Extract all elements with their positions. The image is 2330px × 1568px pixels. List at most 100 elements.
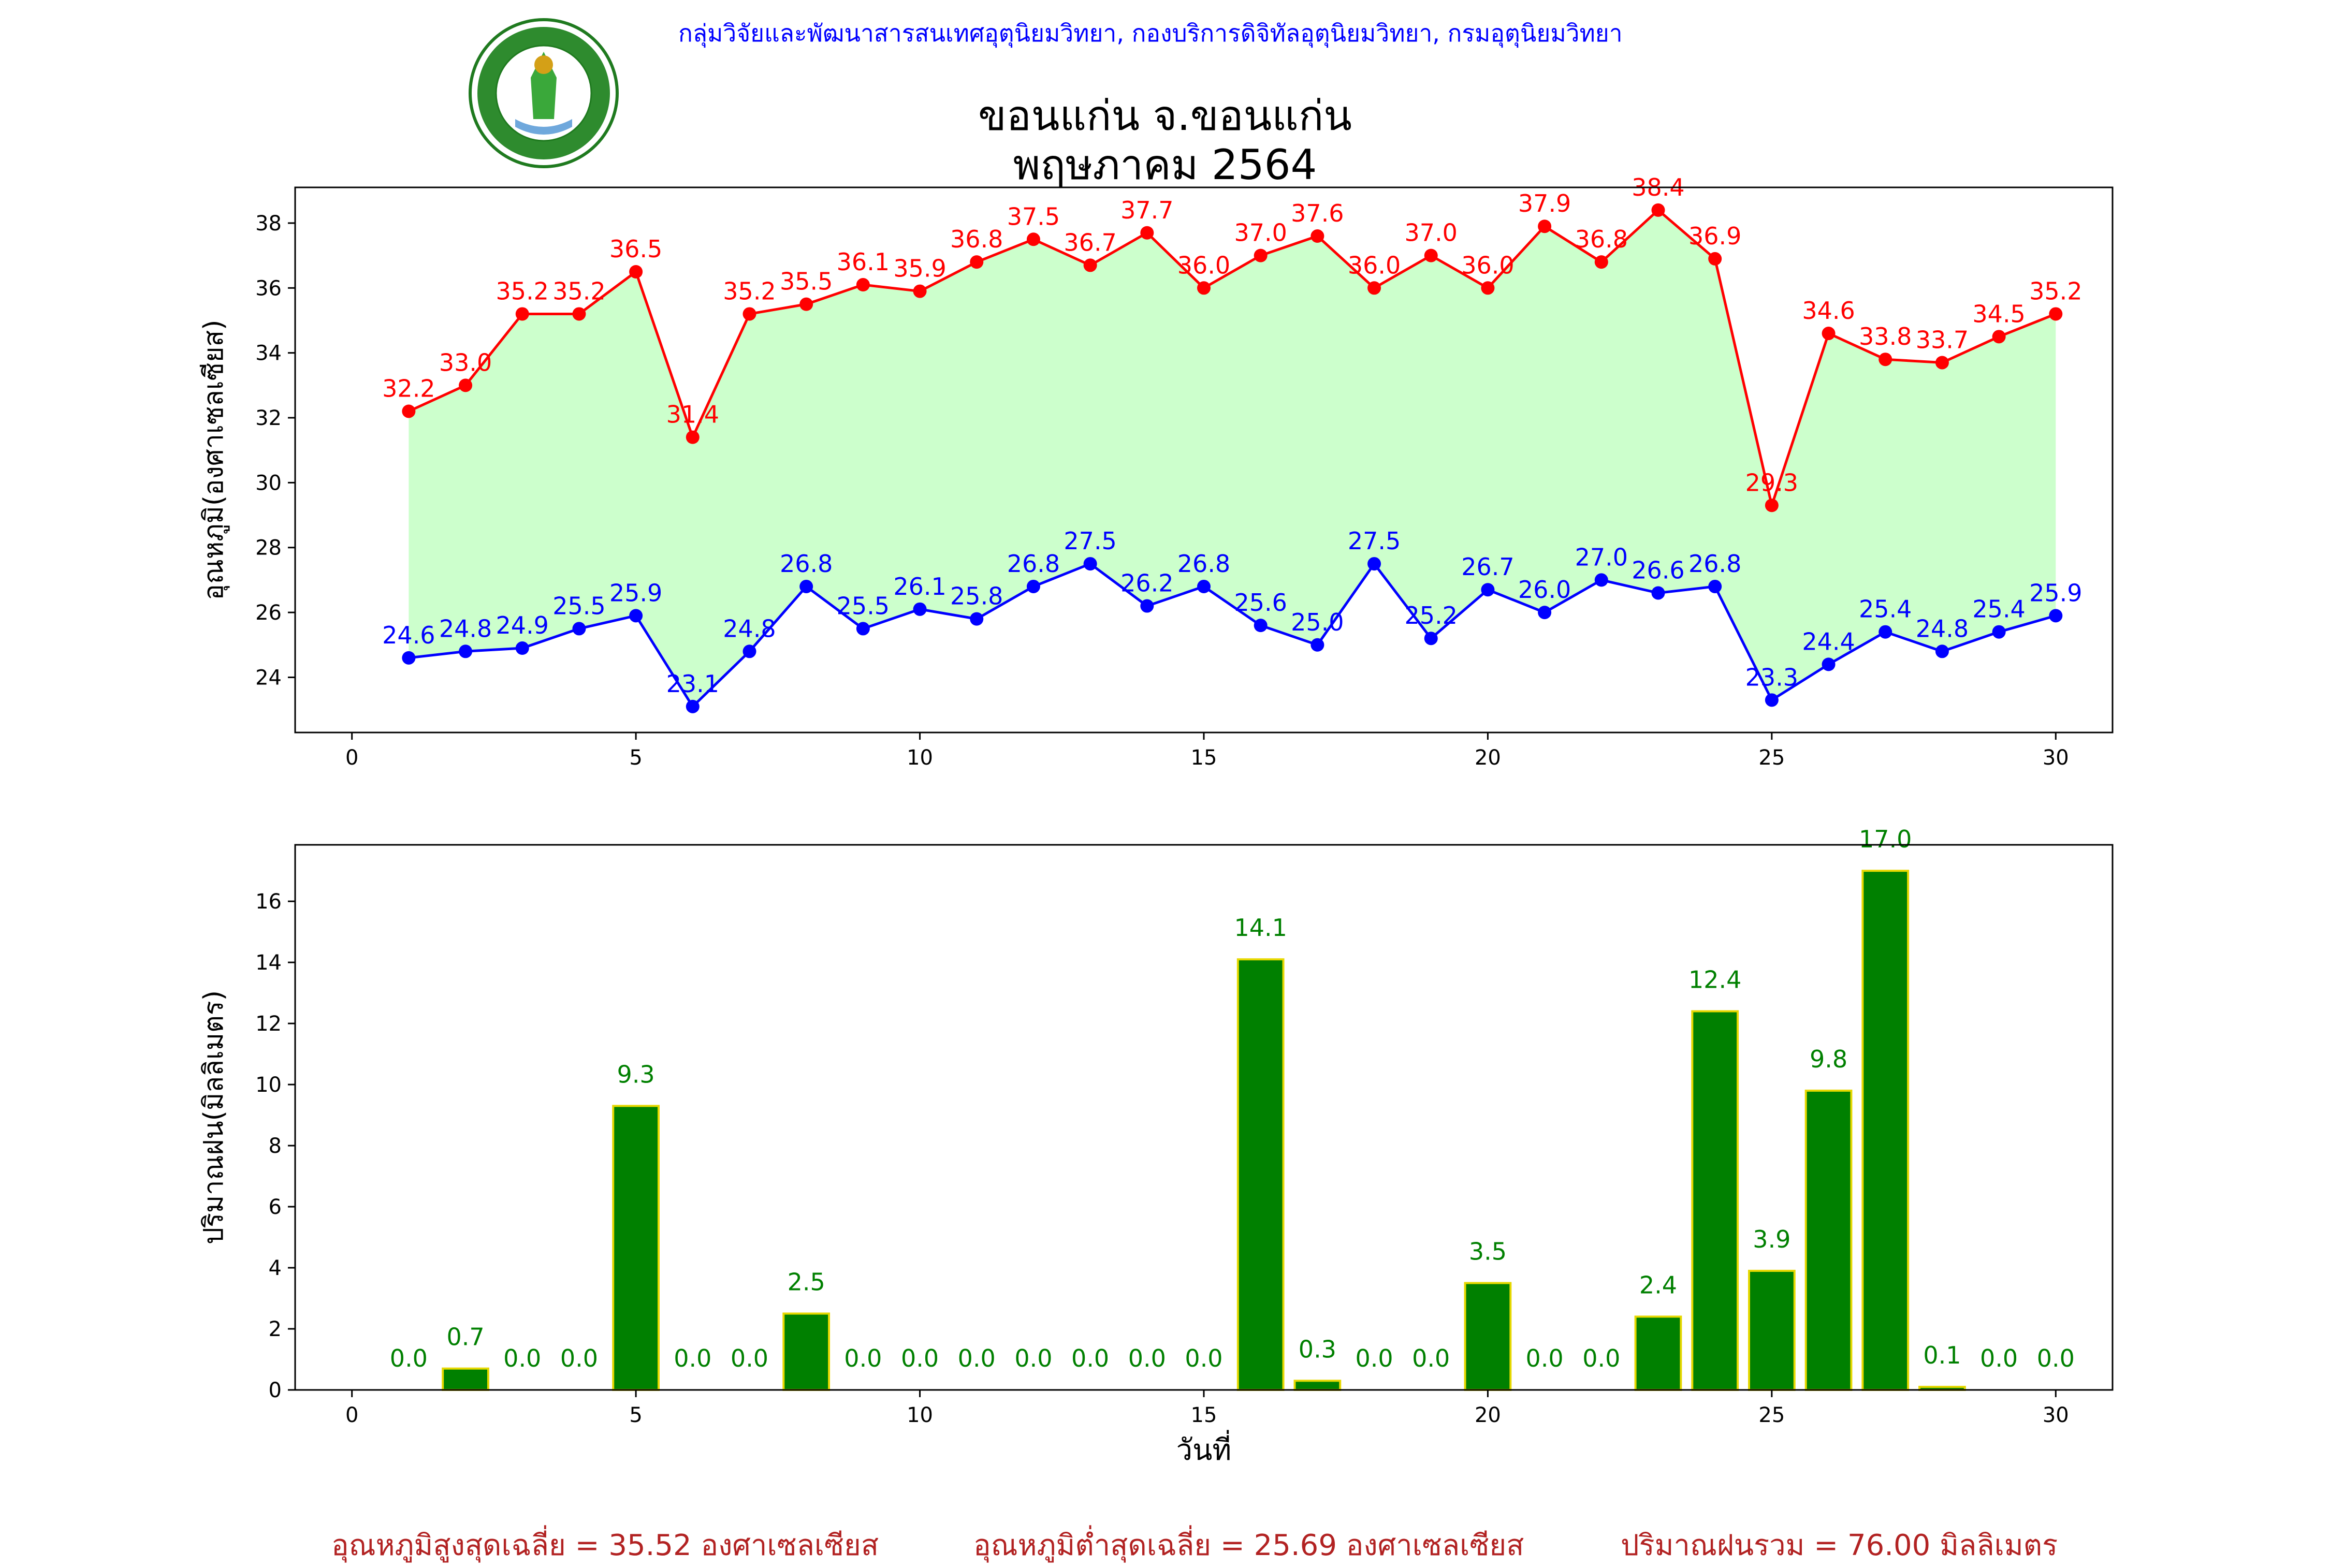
min-temperature-point: [1367, 557, 1381, 571]
min-temperature-data-label: 26.8: [1688, 550, 1741, 578]
max-temperature-data-label: 37.0: [1405, 219, 1458, 247]
min-temperature-data-label: 25.2: [1405, 602, 1458, 629]
rain-bar: [1861, 870, 1910, 1391]
temperature-range-fill: [409, 210, 2056, 707]
min-temperature-point: [1083, 557, 1097, 571]
rain-data-label: 2.4: [1639, 1271, 1677, 1299]
rain-bar: [1804, 1089, 1853, 1391]
rain-data-label: 0.0: [1526, 1344, 1564, 1372]
max-temperature-point: [799, 297, 813, 311]
max-temperature-data-label: 31.4: [666, 401, 719, 429]
min-temperature-point: [1935, 644, 1949, 658]
max-temperature-point: [970, 255, 984, 269]
max-temperature-data-label: 35.2: [723, 277, 776, 305]
max-temperature-data-label: 29.3: [1745, 468, 1798, 496]
min-temperature-data-label: 23.3: [1745, 663, 1798, 691]
y-tick-label: 32: [255, 406, 282, 430]
x-tick-label: 10: [907, 1403, 933, 1427]
min-temperature-point: [1026, 579, 1040, 593]
max-temperature-point: [402, 404, 416, 418]
min-temperature-data-label: 25.6: [1234, 589, 1287, 617]
min-temperature-point: [2049, 609, 2063, 623]
max-temperature-data-label: 33.0: [439, 348, 492, 376]
min-temperature-point: [1197, 579, 1211, 593]
max-temperature-data-label: 36.7: [1064, 228, 1116, 256]
summary-min-average: อุณหภูมิต่ำสุดเฉลี่ย = 25.69 องศาเซลเซีย…: [973, 1529, 1524, 1562]
rain-data-label: 0.7: [446, 1323, 484, 1351]
min-temperature-data-label: 26.0: [1518, 576, 1571, 604]
min-temperature-data-label: 24.9: [496, 611, 549, 639]
rain-bar: [1691, 1010, 1739, 1391]
min-temperature-data-label: 25.5: [837, 592, 890, 620]
max-temperature-data-label: 34.6: [1802, 297, 1855, 325]
rain-data-label: 0.0: [1128, 1344, 1166, 1372]
max-temperature-point: [2049, 307, 2063, 321]
max-temperature-point: [459, 378, 473, 392]
x-tick-label: 30: [2043, 1403, 2069, 1427]
max-temperature-data-label: 36.0: [1348, 251, 1401, 279]
rain-data-label: 0.0: [1014, 1344, 1052, 1372]
max-temperature-data-label: 33.8: [1859, 323, 1912, 350]
rain-data-label: 0.3: [1299, 1335, 1336, 1363]
y-tick-label: 30: [255, 471, 282, 495]
rain-bar: [1293, 1380, 1342, 1391]
y-tick-label: 12: [255, 1012, 282, 1036]
max-temperature-data-label: 35.2: [2029, 277, 2082, 305]
min-temperature-point: [1822, 657, 1836, 671]
y-tick-label: 36: [255, 276, 282, 300]
rain-data-label: 9.8: [1810, 1045, 1847, 1073]
y-tick-label: 0: [269, 1379, 282, 1402]
max-temperature-point: [1254, 248, 1268, 262]
rain-bar: [1748, 1269, 1796, 1391]
rain-data-label: 3.9: [1753, 1225, 1790, 1253]
max-temperature-point: [1765, 499, 1779, 512]
y-tick-label: 6: [269, 1195, 282, 1219]
min-temperature-data-label: 25.9: [609, 579, 662, 607]
min-temperature-data-label: 25.0: [1291, 608, 1344, 636]
x-tick-label: 5: [629, 746, 642, 770]
y-tick-label: 4: [269, 1256, 282, 1280]
max-temperature-point: [1367, 281, 1381, 295]
max-temperature-point: [1310, 229, 1324, 243]
max-temperature-point: [742, 307, 756, 321]
rain-data-label: 0.0: [901, 1344, 939, 1372]
max-temperature-data-label: 35.5: [780, 268, 833, 296]
rain-data-label: 9.3: [617, 1060, 655, 1088]
min-temperature-data-label: 26.2: [1120, 569, 1173, 597]
min-temperature-point: [1765, 693, 1779, 707]
agency-header-text: กลุ่มวิจัยและพัฒนาสารสนเทศอุตุนิยมวิทยา,…: [678, 19, 1623, 47]
rain-data-label: 0.0: [1582, 1344, 1620, 1372]
min-temperature-data-label: 26.7: [1461, 553, 1514, 581]
max-temperature-point: [1424, 248, 1438, 262]
x-tick-label: 20: [1475, 746, 1501, 770]
meteorological-department-logo: [466, 16, 621, 173]
max-temperature-point: [686, 430, 700, 444]
rain-data-label: 0.0: [1355, 1344, 1393, 1372]
min-temperature-point: [970, 612, 984, 626]
chart-title-location: ขอนแก่น จ.ขอนแก่น: [978, 92, 1352, 140]
rain-data-label: 0.0: [1071, 1344, 1109, 1372]
min-temperature-point: [1310, 638, 1324, 652]
min-temperature-data-label: 25.8: [950, 582, 1003, 610]
rain-data-label: 0.1: [1923, 1341, 1961, 1369]
chart-title-month: พฤษภาคม 2564: [1013, 141, 1317, 189]
min-temperature-data-label: 25.9: [2029, 579, 2082, 607]
rain-data-label: 2.5: [788, 1268, 825, 1296]
max-temperature-data-label: 36.1: [837, 248, 890, 276]
max-temperature-data-label: 35.2: [496, 277, 549, 305]
max-temperature-point: [1538, 219, 1552, 233]
max-temperature-point: [572, 307, 586, 321]
min-temperature-data-label: 27.0: [1575, 543, 1628, 571]
rainfall-chart: 0.0 0.7 0.0 0.0 9.3 0.0 0.0 2.5 0.0 0.0 0.0 0.0 0.0 0…: [198, 825, 2114, 1467]
rain-data-label: 0.0: [1412, 1344, 1450, 1372]
x-tick-label: 25: [1758, 1403, 1785, 1427]
min-temperature-line: [409, 561, 2056, 709]
max-temperature-data-label: 37.7: [1120, 196, 1173, 224]
y-tick-label: 26: [255, 601, 282, 625]
max-temperature-data-label: 36.0: [1177, 251, 1230, 279]
summary-rain-total: ปริมาณฝนรวม = 76.00 มิลลิเมตร: [1621, 1529, 2058, 1562]
min-temperature-point: [459, 644, 473, 658]
min-temperature-data-label: 27.5: [1064, 527, 1116, 555]
min-temperature-data-label: 25.5: [552, 592, 605, 620]
